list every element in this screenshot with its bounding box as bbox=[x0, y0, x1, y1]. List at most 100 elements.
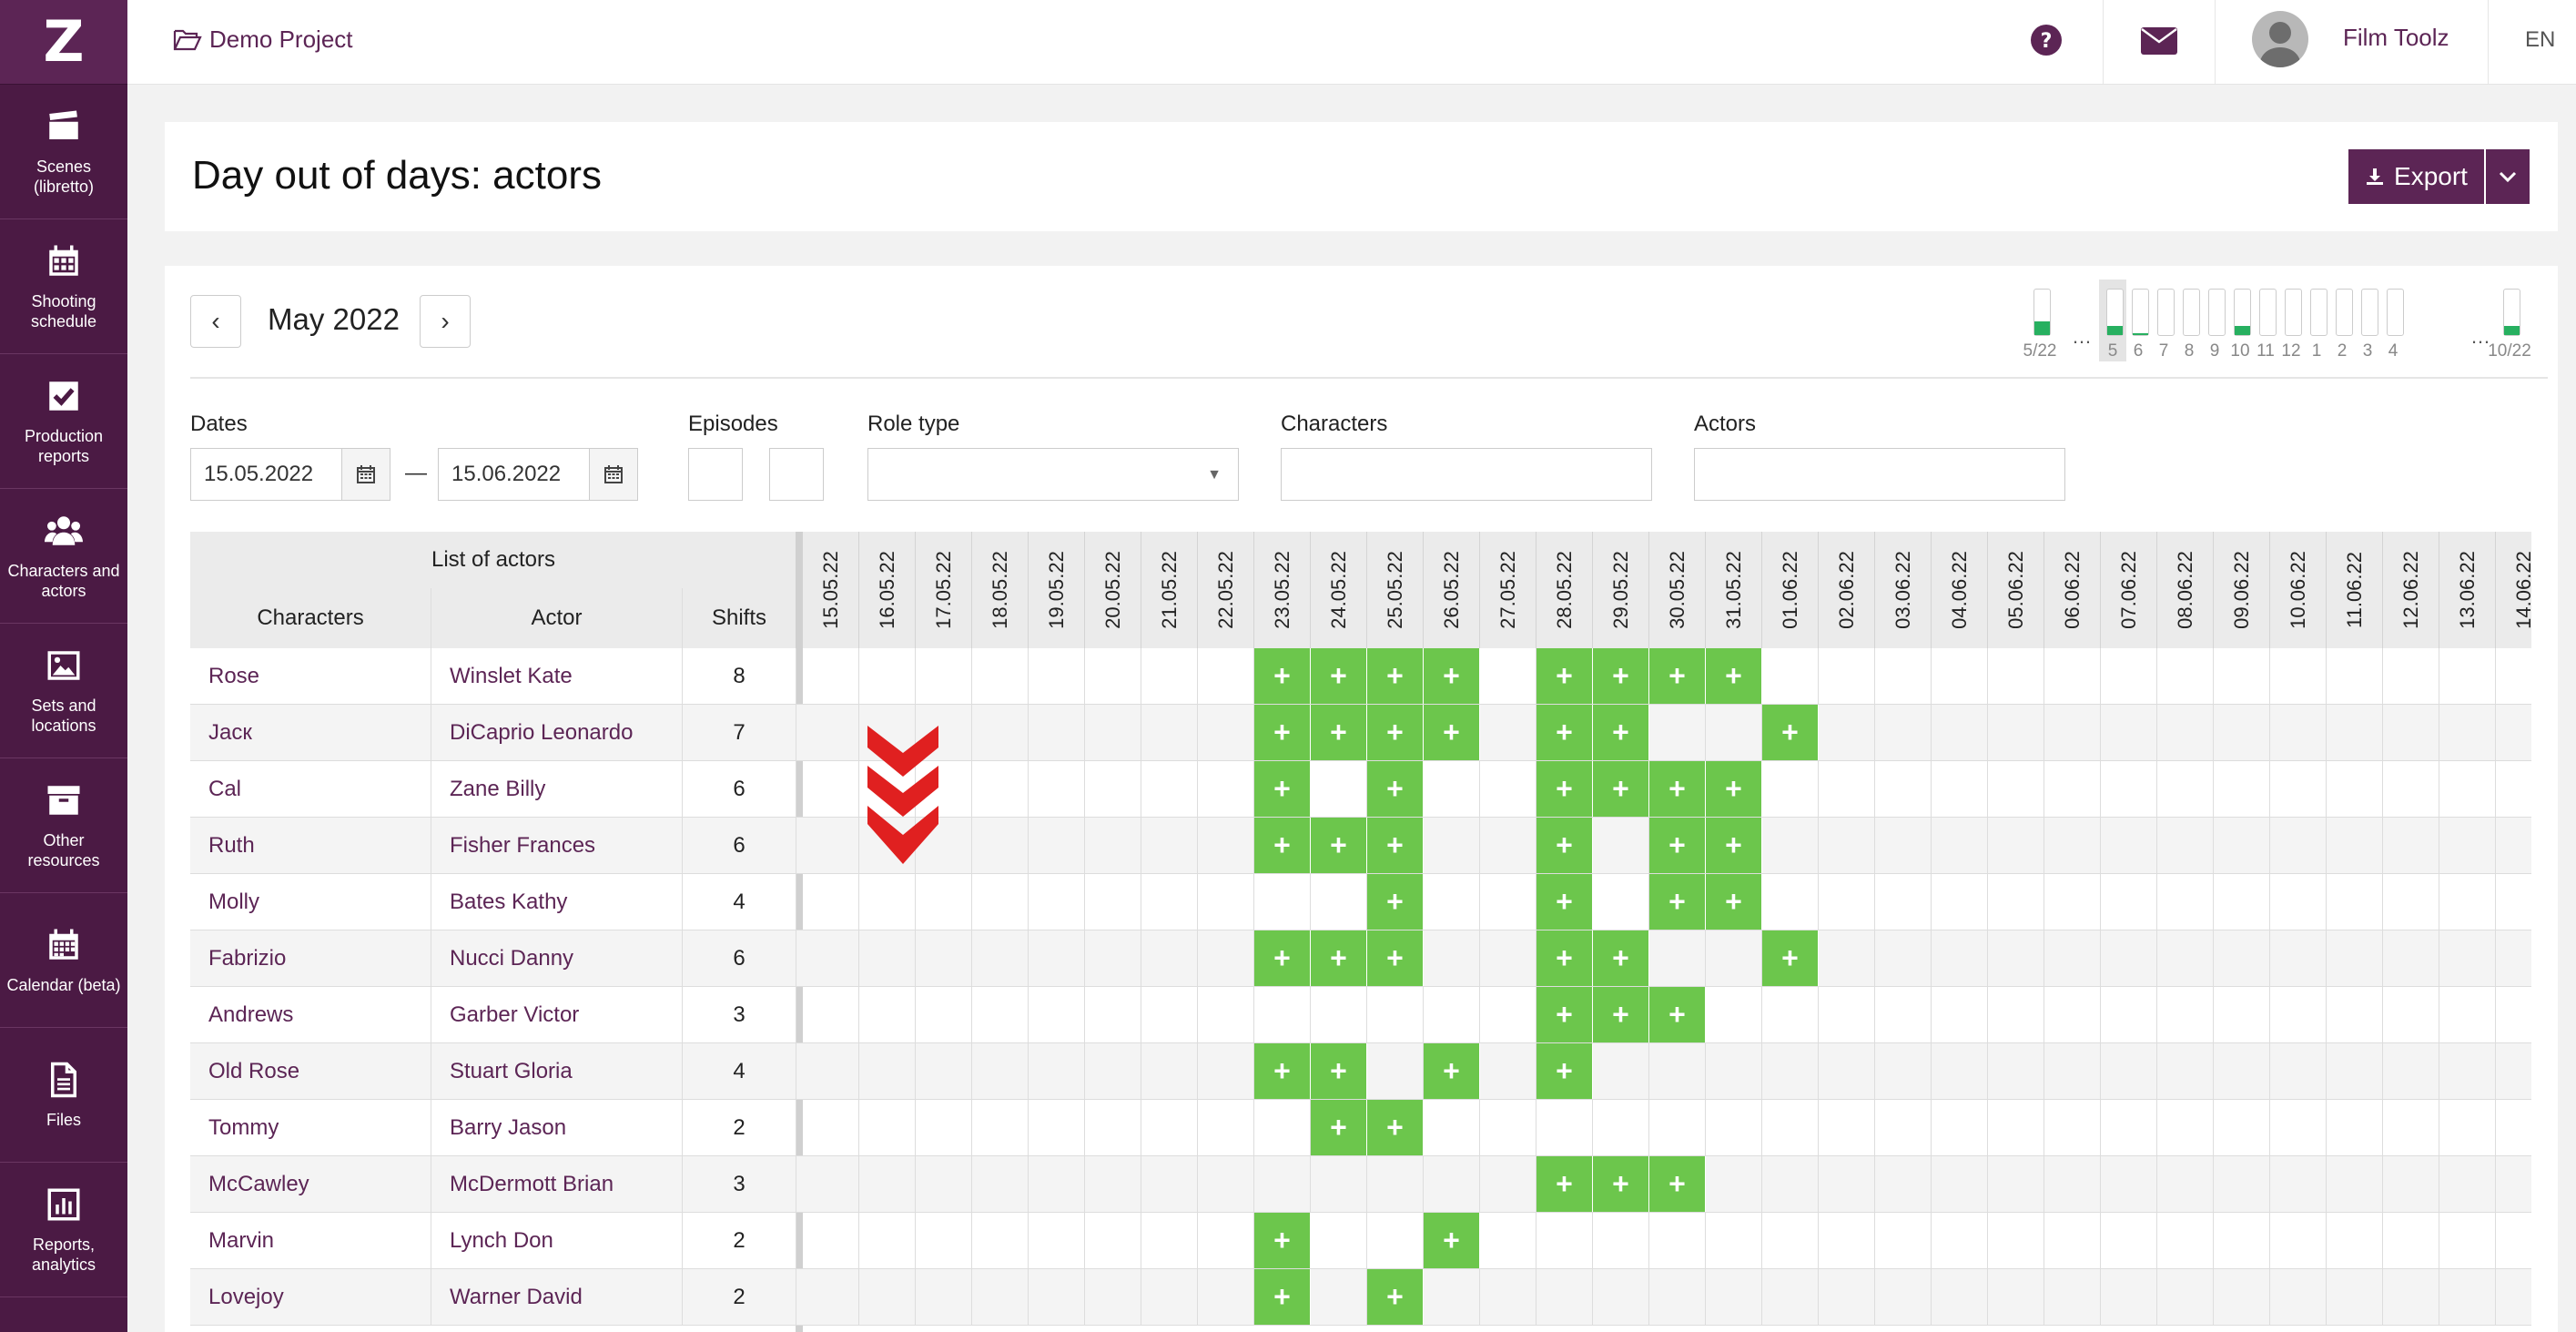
day-cell[interactable] bbox=[1029, 1043, 1085, 1099]
day-cell[interactable] bbox=[1311, 761, 1367, 817]
day-cell[interactable] bbox=[2327, 761, 2383, 817]
day-cell[interactable] bbox=[2439, 987, 2496, 1042]
day-cell[interactable] bbox=[2383, 705, 2439, 760]
shift-day-cell[interactable]: + bbox=[1593, 1156, 1649, 1212]
day-cell[interactable] bbox=[2101, 1100, 2157, 1155]
day-cell[interactable] bbox=[1424, 1100, 1480, 1155]
character-link[interactable]: Marvin bbox=[190, 1213, 431, 1268]
shift-day-cell[interactable]: + bbox=[1536, 874, 1593, 930]
column-header-shifts[interactable]: Shifts bbox=[683, 588, 796, 648]
day-cell[interactable] bbox=[1988, 874, 2044, 930]
shift-day-cell[interactable]: + bbox=[1536, 761, 1593, 817]
day-cell[interactable] bbox=[1367, 1156, 1424, 1212]
day-cell[interactable] bbox=[1762, 987, 1819, 1042]
day-cell[interactable] bbox=[1141, 874, 1198, 930]
day-cell[interactable] bbox=[1932, 987, 1988, 1042]
day-cell[interactable] bbox=[2383, 1156, 2439, 1212]
day-cell[interactable] bbox=[2496, 761, 2531, 817]
month-bar-item[interactable]: 7 bbox=[2150, 280, 2177, 361]
day-cell[interactable] bbox=[1875, 705, 1932, 760]
shift-day-cell[interactable]: + bbox=[1254, 705, 1311, 760]
day-cell[interactable] bbox=[1198, 761, 1254, 817]
day-cell[interactable] bbox=[2044, 761, 2101, 817]
day-cell[interactable] bbox=[1254, 874, 1311, 930]
day-cell[interactable] bbox=[1029, 818, 1085, 873]
day-cell[interactable] bbox=[2044, 1100, 2101, 1155]
day-cell[interactable] bbox=[2214, 874, 2270, 930]
day-cell[interactable] bbox=[2496, 1213, 2531, 1268]
day-cell[interactable] bbox=[972, 930, 1029, 986]
day-cell[interactable] bbox=[1988, 761, 2044, 817]
day-cell[interactable] bbox=[2214, 930, 2270, 986]
day-cell[interactable] bbox=[803, 1213, 859, 1268]
shift-day-cell[interactable]: + bbox=[1311, 1043, 1367, 1099]
shift-day-cell[interactable]: + bbox=[1311, 705, 1367, 760]
actor-link[interactable]: Lynch Don bbox=[431, 1213, 683, 1268]
day-cell[interactable] bbox=[2044, 874, 2101, 930]
day-cell[interactable] bbox=[1029, 1100, 1085, 1155]
day-cell[interactable] bbox=[859, 987, 916, 1042]
day-cell[interactable] bbox=[2101, 1156, 2157, 1212]
day-cell[interactable] bbox=[1988, 987, 2044, 1042]
day-cell[interactable] bbox=[1480, 761, 1536, 817]
day-cell[interactable] bbox=[1480, 705, 1536, 760]
day-cell[interactable] bbox=[1932, 1213, 1988, 1268]
day-cell[interactable] bbox=[2044, 1043, 2101, 1099]
shift-day-cell[interactable]: + bbox=[1593, 930, 1649, 986]
day-cell[interactable] bbox=[1593, 818, 1649, 873]
day-cell[interactable] bbox=[972, 761, 1029, 817]
character-link[interactable]: Lovejoy bbox=[190, 1269, 431, 1325]
day-cell[interactable] bbox=[2496, 1100, 2531, 1155]
day-cell[interactable] bbox=[1480, 987, 1536, 1042]
day-cell[interactable] bbox=[2439, 818, 2496, 873]
sidebar-item-characters-actors[interactable]: Characters and actors bbox=[0, 489, 127, 624]
day-cell[interactable] bbox=[1141, 818, 1198, 873]
day-cell[interactable] bbox=[803, 648, 859, 704]
day-cell[interactable] bbox=[1311, 874, 1367, 930]
day-cell[interactable] bbox=[2496, 648, 2531, 704]
day-cell[interactable] bbox=[859, 1269, 916, 1325]
day-cell[interactable] bbox=[1593, 1269, 1649, 1325]
day-cell[interactable] bbox=[1480, 818, 1536, 873]
day-cell[interactable] bbox=[1875, 874, 1932, 930]
shift-day-cell[interactable]: + bbox=[1593, 987, 1649, 1042]
sidebar-item-production-reports[interactable]: Production reports bbox=[0, 354, 127, 489]
day-cell[interactable] bbox=[1932, 818, 1988, 873]
day-cell[interactable] bbox=[1988, 930, 2044, 986]
day-cell[interactable] bbox=[1141, 1156, 1198, 1212]
day-cell[interactable] bbox=[972, 648, 1029, 704]
project-breadcrumb[interactable]: Demo Project bbox=[173, 25, 353, 54]
shift-day-cell[interactable]: + bbox=[1593, 648, 1649, 704]
day-cell[interactable] bbox=[1198, 1156, 1254, 1212]
day-cell[interactable] bbox=[1762, 1269, 1819, 1325]
episodes-to-field[interactable] bbox=[769, 448, 824, 501]
shift-day-cell[interactable]: + bbox=[1367, 648, 1424, 704]
day-cell[interactable] bbox=[1932, 1100, 1988, 1155]
day-cell[interactable] bbox=[2439, 1043, 2496, 1099]
date-from-field[interactable]: 15.05.2022 bbox=[190, 448, 390, 501]
character-link[interactable]: Ruth bbox=[190, 818, 431, 873]
shift-day-cell[interactable]: + bbox=[1649, 874, 1706, 930]
characters-filter-input[interactable] bbox=[1281, 448, 1652, 501]
day-cell[interactable] bbox=[2157, 1156, 2214, 1212]
day-cell[interactable] bbox=[1198, 987, 1254, 1042]
day-cell[interactable] bbox=[2044, 648, 2101, 704]
day-cell[interactable] bbox=[1085, 874, 1141, 930]
day-cell[interactable] bbox=[1649, 1269, 1706, 1325]
day-cell[interactable] bbox=[1988, 1213, 2044, 1268]
day-cell[interactable] bbox=[2327, 987, 2383, 1042]
day-cell[interactable] bbox=[1141, 930, 1198, 986]
day-cell[interactable] bbox=[1480, 1156, 1536, 1212]
shift-day-cell[interactable]: + bbox=[1254, 1213, 1311, 1268]
sidebar-item-sets-locations[interactable]: Sets and locations bbox=[0, 624, 127, 758]
day-cell[interactable] bbox=[972, 1043, 1029, 1099]
month-bar-item[interactable]: 10 bbox=[2226, 280, 2254, 361]
day-cell[interactable] bbox=[1649, 1043, 1706, 1099]
shift-day-cell[interactable]: + bbox=[1706, 818, 1762, 873]
day-cell[interactable] bbox=[1819, 987, 1875, 1042]
day-cell[interactable] bbox=[2496, 705, 2531, 760]
day-cell[interactable] bbox=[2383, 1213, 2439, 1268]
shift-day-cell[interactable]: + bbox=[1536, 818, 1593, 873]
day-cell[interactable] bbox=[1988, 1156, 2044, 1212]
day-cell[interactable] bbox=[1085, 761, 1141, 817]
